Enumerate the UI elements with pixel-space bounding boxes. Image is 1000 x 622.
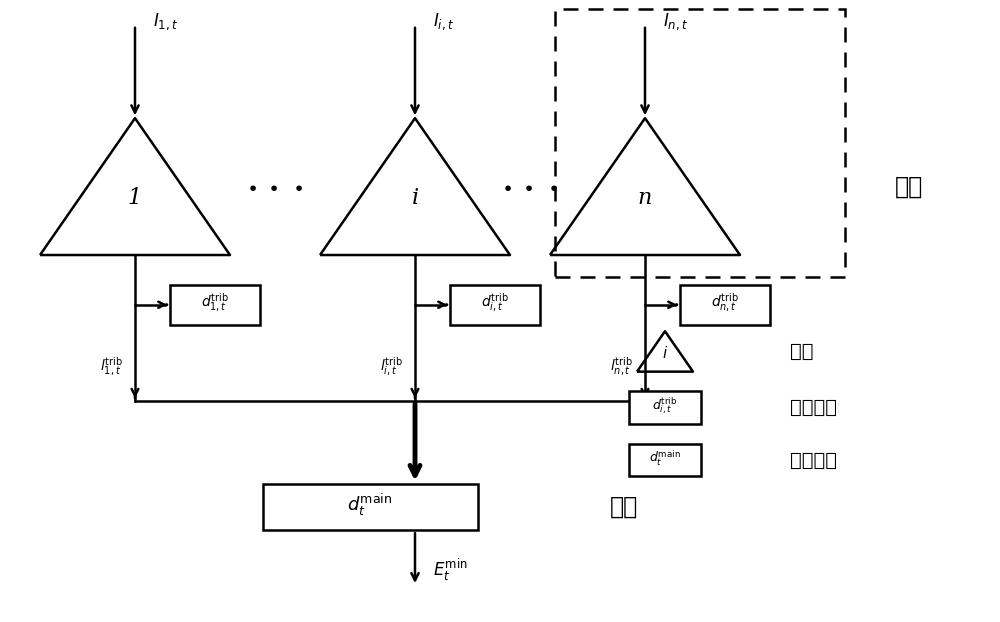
- Text: 水库: 水库: [790, 342, 814, 361]
- Text: $l_{1,t}^{\mathrm{trib}}$: $l_{1,t}^{\mathrm{trib}}$: [100, 356, 123, 378]
- Bar: [680, 285, 770, 325]
- Text: 支流用户: 支流用户: [790, 398, 837, 417]
- Text: n: n: [638, 187, 652, 208]
- Text: 干流用户: 干流用户: [790, 451, 837, 470]
- Text: $I_{i,t}$: $I_{i,t}$: [433, 11, 454, 32]
- Text: 支流: 支流: [895, 175, 923, 198]
- Bar: [629, 391, 701, 424]
- Text: 干流: 干流: [610, 495, 638, 519]
- Text: $d_t^{\mathrm{main}}$: $d_t^{\mathrm{main}}$: [649, 448, 681, 468]
- Bar: [555, 9, 845, 277]
- Text: $d_t^{\mathrm{main}}$: $d_t^{\mathrm{main}}$: [347, 491, 393, 518]
- Text: $I_{1,t}$: $I_{1,t}$: [153, 11, 178, 32]
- Text: $\bullet\;\bullet\;\bullet$: $\bullet\;\bullet\;\bullet$: [501, 177, 559, 196]
- Text: $d_{n,t}^{\mathrm{trib}}$: $d_{n,t}^{\mathrm{trib}}$: [711, 292, 739, 314]
- Text: $d_{i,t}^{\mathrm{trib}}$: $d_{i,t}^{\mathrm{trib}}$: [652, 395, 678, 416]
- Text: $E_t^{\mathrm{min}}$: $E_t^{\mathrm{min}}$: [433, 557, 468, 583]
- Bar: [170, 285, 260, 325]
- Text: 1: 1: [128, 187, 142, 208]
- Text: $d_{i,t}^{\mathrm{trib}}$: $d_{i,t}^{\mathrm{trib}}$: [481, 292, 509, 314]
- Text: $d_{1,t}^{\mathrm{trib}}$: $d_{1,t}^{\mathrm{trib}}$: [201, 292, 229, 314]
- Text: $\bullet\;\bullet\;\bullet$: $\bullet\;\bullet\;\bullet$: [246, 177, 304, 196]
- Bar: [262, 484, 478, 530]
- Bar: [450, 285, 540, 325]
- Text: $l_{i,t}^{\mathrm{trib}}$: $l_{i,t}^{\mathrm{trib}}$: [380, 356, 403, 378]
- Text: $i$: $i$: [662, 345, 668, 361]
- Text: $l_{n,t}^{\mathrm{trib}}$: $l_{n,t}^{\mathrm{trib}}$: [610, 356, 633, 378]
- Text: $I_{n,t}$: $I_{n,t}$: [663, 11, 688, 32]
- Text: i: i: [411, 187, 419, 208]
- Bar: [629, 444, 701, 476]
